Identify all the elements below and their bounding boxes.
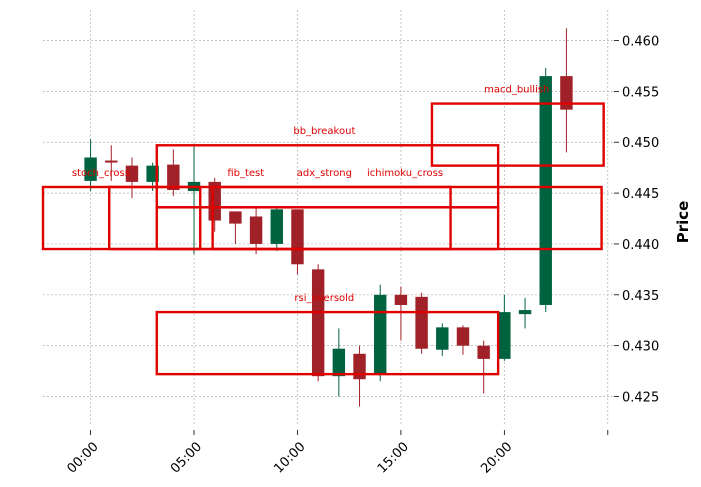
- candle-body: [125, 165, 139, 182]
- candle-body: [539, 76, 552, 305]
- x-tick-label: 15:00: [375, 439, 412, 476]
- y-tick-label: 0.445: [622, 187, 659, 202]
- y-tick-label: 0.440: [622, 238, 659, 253]
- y-tick-label: 0.455: [622, 85, 659, 100]
- y-tick-label: 0.425: [622, 391, 659, 406]
- x-tick-label: 05:00: [168, 439, 205, 476]
- candle-body: [167, 164, 180, 191]
- candle-body: [518, 310, 532, 315]
- y-axis-title: Price: [674, 201, 692, 244]
- grid: [43, 10, 614, 425]
- candle-body: [436, 327, 449, 350]
- candle-body: [353, 353, 366, 380]
- candle-body: [229, 211, 242, 224]
- y-tick-label: 0.430: [622, 340, 659, 355]
- candle-body: [477, 345, 490, 359]
- y-tick-label: 0.450: [622, 136, 659, 151]
- annotation-label-rsi-oversold: rsi_oversold: [294, 293, 354, 304]
- candle-body: [311, 269, 325, 377]
- candle-body: [498, 312, 511, 359]
- candle-body: [415, 296, 428, 349]
- y-tick-label: 0.435: [622, 289, 659, 304]
- x-tick-label: 00:00: [65, 439, 102, 476]
- y-tick-label: 0.460: [622, 35, 659, 50]
- candle-body: [456, 327, 470, 346]
- annotation-labels: stoch_cross fib_test adx_strong ichimoku_cr…: [72, 84, 549, 304]
- annotation-box-adx-strong: [155, 206, 500, 251]
- candle-body: [560, 76, 573, 110]
- annotation-label-macd-bullish: macd_bullish: [484, 84, 549, 95]
- annotation-box-bb-breakout: [155, 144, 500, 209]
- annotation-label-stoch-cross: stoch_cross: [72, 168, 130, 179]
- candle-body: [332, 348, 346, 377]
- candle-body: [105, 160, 118, 163]
- annotation-box-stoch-cross: [41, 185, 202, 251]
- annotation-boxes: [41, 102, 605, 376]
- annotation-box-macd-bullish: [430, 102, 605, 167]
- candle-body: [84, 157, 97, 181]
- candle-body: [270, 209, 283, 244]
- x-tick-label: 10:00: [271, 439, 308, 476]
- candle-body: [249, 216, 263, 244]
- annotation-label-adx-strong: adx_strong: [297, 168, 352, 179]
- candle-body: [394, 294, 408, 305]
- annotation-label-bb-breakout: bb_breakout: [293, 126, 355, 137]
- annotation-label-ichimoku-cross: ichimoku_cross: [367, 168, 443, 179]
- annotation-label-fib-test: fib_test: [227, 168, 264, 179]
- candle-body: [374, 294, 387, 375]
- annotation-box-rsi-oversold: [155, 310, 500, 376]
- candles: [84, 28, 573, 407]
- annotation-box-ichimoku-cross: [211, 185, 603, 251]
- candle-body: [291, 209, 304, 265]
- x-tick-label: 20:00: [478, 439, 515, 476]
